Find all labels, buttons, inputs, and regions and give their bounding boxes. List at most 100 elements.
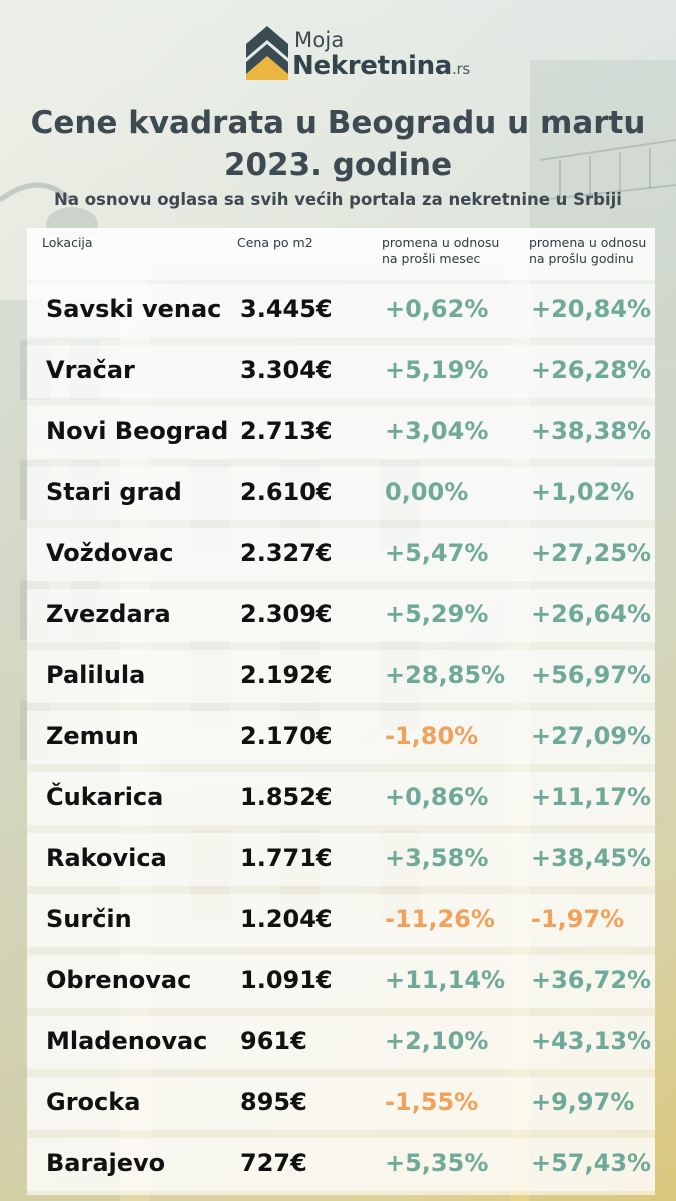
cell-year-change: +1,02% [531, 478, 635, 506]
cell-price: 2.309€ [240, 600, 333, 628]
table-row: Zemun 2.170€ -1,80% +27,09% [27, 707, 655, 768]
row-band [27, 650, 655, 703]
cell-month-change: +5,29% [385, 600, 489, 628]
cell-price: 1.204€ [240, 905, 333, 933]
cell-month-change: +3,58% [385, 844, 489, 872]
cell-month-change: 0,00% [385, 478, 469, 506]
page-subtitle: Na osnovu oglasa sa svih većih portala z… [54, 190, 622, 209]
cell-location: Savski venac [46, 295, 222, 323]
table-row: Mladenovac 961€ +2,10% +43,13% [27, 1012, 655, 1073]
table-row: Vračar 3.304€ +5,19% +26,28% [27, 341, 655, 402]
header-year-change: promena u odnosu na prošlu godinu [529, 235, 647, 266]
table-row: Zvezdara 2.309€ +5,29% +26,64% [27, 585, 655, 646]
cell-year-change: +27,25% [531, 539, 652, 567]
row-band [27, 955, 655, 1008]
page-title: Cene kvadrata u Beogradu u martu 2023. g… [30, 105, 646, 183]
logo-text-suffix: .rs [452, 60, 470, 78]
cell-price: 1.771€ [240, 844, 333, 872]
cell-price: 2.170€ [240, 722, 333, 750]
table-row: Novi Beograd 2.713€ +3,04% +38,38% [27, 402, 655, 463]
table-header: Lokacija Cena po m2 promena u odnosu na … [27, 228, 655, 280]
cell-month-change: +11,14% [385, 966, 506, 994]
row-band [27, 1016, 655, 1069]
row-band [27, 894, 655, 947]
row-band [27, 345, 655, 398]
cell-year-change: +56,97% [531, 661, 652, 689]
cell-price: 1.852€ [240, 783, 333, 811]
table-row: Surčin 1.204€ -11,26% -1,97% [27, 890, 655, 951]
header-price: Cena po m2 [237, 235, 313, 250]
cell-price: 2.713€ [240, 417, 333, 445]
row-band [27, 467, 655, 520]
cell-price: 727€ [240, 1149, 307, 1177]
cell-location: Palilula [46, 661, 146, 689]
house-logo-icon [246, 26, 288, 80]
cell-month-change: +5,47% [385, 539, 489, 567]
table-row: Barajevo 727€ +5,35% +57,43% [27, 1134, 655, 1195]
cell-month-change: -11,26% [385, 905, 495, 933]
cell-location: Grocka [46, 1088, 141, 1116]
cell-location: Čukarica [46, 783, 164, 811]
cell-location: Barajevo [46, 1149, 166, 1177]
table-row: Voždovac 2.327€ +5,47% +27,25% [27, 524, 655, 585]
table-row: Rakovica 1.771€ +3,58% +38,45% [27, 829, 655, 890]
cell-year-change: +11,17% [531, 783, 652, 811]
cell-location: Voždovac [46, 539, 174, 567]
row-band [27, 833, 655, 886]
cell-year-change: +26,64% [531, 600, 652, 628]
cell-month-change: -1,55% [385, 1088, 479, 1116]
cell-location: Surčin [46, 905, 132, 933]
cell-year-change: +38,38% [531, 417, 652, 445]
logo-text-main: Nekretnina [292, 51, 453, 81]
row-band [27, 284, 655, 337]
header-month-change: promena u odnosu na prošli mesec [382, 235, 500, 266]
table-row: Grocka 895€ -1,55% +9,97% [27, 1073, 655, 1134]
cell-price: 961€ [240, 1027, 307, 1055]
table-row: Stari grad 2.610€ 0,00% +1,02% [27, 463, 655, 524]
cell-price: 895€ [240, 1088, 307, 1116]
cell-year-change: +36,72% [531, 966, 652, 994]
logo-text-nekretnina: Nekretnina.rs [292, 51, 470, 81]
cell-year-change: +38,45% [531, 844, 652, 872]
cell-price: 2.192€ [240, 661, 333, 689]
cell-price: 3.304€ [240, 356, 333, 384]
cell-month-change: +5,35% [385, 1149, 489, 1177]
logo: Moja Nekretnina.rs [244, 24, 484, 84]
cell-month-change: +2,10% [385, 1027, 489, 1055]
cell-month-change: -1,80% [385, 722, 479, 750]
row-band [27, 589, 655, 642]
cell-location: Novi Beograd [46, 417, 229, 445]
cell-location: Obrenovac [46, 966, 192, 994]
row-band [27, 1138, 655, 1191]
cell-location: Stari grad [46, 478, 182, 506]
table-row: Obrenovac 1.091€ +11,14% +36,72% [27, 951, 655, 1012]
cell-month-change: +3,04% [385, 417, 489, 445]
cell-location: Vračar [46, 356, 135, 384]
cell-year-change: +43,13% [531, 1027, 652, 1055]
table-row: Savski venac 3.445€ +0,62% +20,84% [27, 280, 655, 341]
cell-price: 2.610€ [240, 478, 333, 506]
row-band [27, 528, 655, 581]
table-row: Čukarica 1.852€ +0,86% +11,17% [27, 768, 655, 829]
cell-location: Zvezdara [46, 600, 171, 628]
table-body: Savski venac 3.445€ +0,62% +20,84% Vračar 3.3… [27, 280, 655, 1195]
cell-month-change: +28,85% [385, 661, 506, 689]
row-band [27, 1077, 655, 1130]
row-band [27, 772, 655, 825]
cell-year-change: +9,97% [531, 1088, 635, 1116]
cell-location: Rakovica [46, 844, 167, 872]
cell-year-change: +26,28% [531, 356, 652, 384]
cell-year-change: +57,43% [531, 1149, 652, 1177]
row-band [27, 406, 655, 459]
row-band [27, 711, 655, 764]
cell-year-change: +27,09% [531, 722, 652, 750]
cell-month-change: +0,86% [385, 783, 489, 811]
table-row: Palilula 2.192€ +28,85% +56,97% [27, 646, 655, 707]
price-table: Lokacija Cena po m2 promena u odnosu na … [27, 228, 655, 1195]
header-location: Lokacija [42, 235, 93, 250]
cell-location: Mladenovac [46, 1027, 208, 1055]
cell-location: Zemun [46, 722, 139, 750]
cell-price: 3.445€ [240, 295, 333, 323]
cell-month-change: +0,62% [385, 295, 489, 323]
